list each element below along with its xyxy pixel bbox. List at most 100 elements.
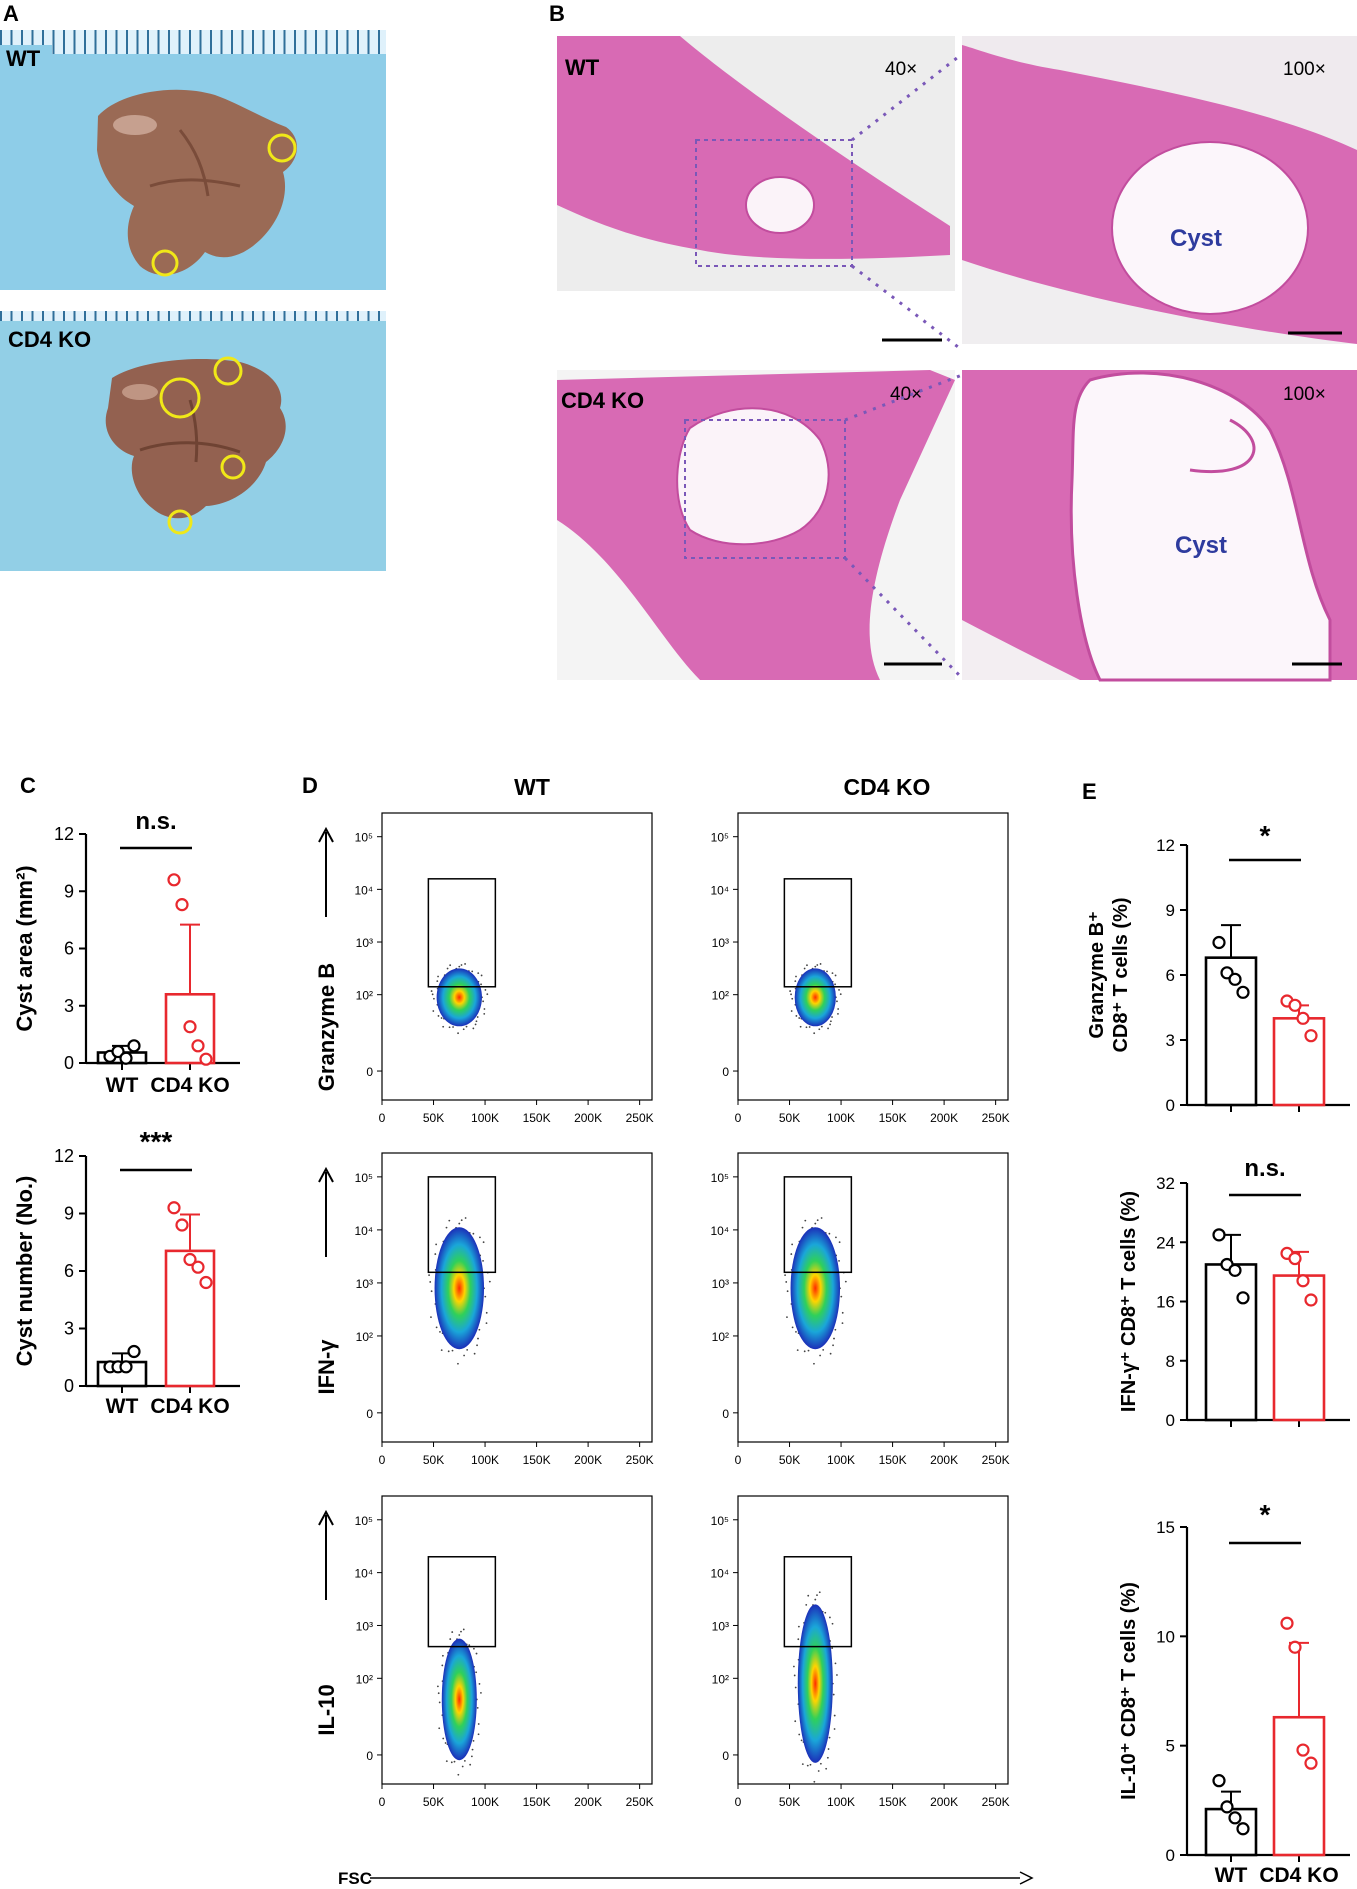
flow-x-tick-label: 0 (735, 1795, 742, 1809)
flow-event-dot (480, 974, 483, 977)
flow-event-dot (816, 1594, 818, 1597)
flow-event-dot (476, 1344, 478, 1347)
data-point (119, 1360, 133, 1374)
flow-event-dot (444, 1742, 447, 1744)
y-tick-label: 6 (64, 1261, 74, 1281)
significance-label: * (1260, 1499, 1271, 1530)
flow-event-dot (795, 1015, 798, 1017)
flow-event-dot (804, 1219, 807, 1222)
flow-event-dot (476, 1016, 479, 1018)
flow-event-dot (792, 1665, 795, 1668)
flow-event-dot (794, 980, 797, 982)
y-tick-label: 0 (64, 1376, 74, 1396)
flow-event-dot (472, 1027, 475, 1030)
flow-row-marker-arrowhead (318, 826, 334, 843)
flow-event-dot (451, 1631, 454, 1633)
data-point (1304, 1293, 1318, 1307)
panel-c-label: C (20, 773, 36, 798)
flow-event-dot (462, 1028, 465, 1031)
flow-x-tick-label: 200K (930, 1453, 958, 1467)
flow-event-dot (458, 1222, 461, 1225)
flow-event-dot (478, 1683, 481, 1685)
flow-event-dot (816, 964, 819, 966)
y-axis-label-line: Granzyme B⁺ (1086, 911, 1108, 1038)
flow-event-dot (838, 1260, 840, 1262)
flow-event-dot (794, 1686, 797, 1689)
significance-label: *** (140, 1126, 173, 1157)
flow-event-dot (440, 1349, 443, 1352)
flow-plot: 10⁵ 10⁴ 10³ 10² 0 0 50K 100K 150K 200K 250K (354, 1495, 654, 1809)
flow-plot: 10⁵ 10⁴ 10³ 10² 0 0 50K 100K 150K 200K 250K (354, 1152, 654, 1467)
bar (1272, 1274, 1326, 1422)
histo-cd4ko-40x: CD4 KO 40× (557, 370, 955, 680)
flow-event-dot (429, 1281, 432, 1283)
flow-population (790, 1227, 841, 1350)
cyst-marker-cd4ko-1 (159, 377, 201, 419)
flow-plot-frame (737, 812, 1009, 1101)
flow-event-dot (829, 1020, 832, 1023)
flow-event-dot (832, 1693, 835, 1696)
data-point (199, 1052, 213, 1066)
flow-event-dot (433, 997, 435, 1000)
y-axis-label: Cyst area (mm²) (12, 865, 37, 1031)
data-point (1304, 1029, 1318, 1043)
flow-event-dot (484, 1295, 487, 1298)
flow-x-tick-label: 0 (735, 1453, 742, 1467)
y-tick-label: 12 (54, 1146, 74, 1166)
flow-x-tick-label: 250K (982, 1111, 1010, 1125)
flow-x-tick-label: 50K (779, 1453, 800, 1467)
histo-wt-100x-background (962, 36, 1357, 150)
flow-event-dot (485, 1322, 488, 1325)
flow-y-tick-label: 10⁵ (355, 831, 373, 845)
flow-x-tick-label: 250K (626, 1795, 654, 1809)
flow-event-dot (461, 1765, 464, 1768)
flow-event-dot (449, 1638, 452, 1640)
y-tick-label: 9 (1166, 901, 1175, 920)
data-point (1296, 1011, 1310, 1025)
flow-x-tick-label: 250K (626, 1111, 654, 1125)
flow-x-tick-label: 100K (471, 1453, 499, 1467)
flow-event-dot (836, 1674, 838, 1676)
flow-event-dot (466, 1348, 469, 1351)
flow-y-tick-label: 10² (712, 989, 729, 1003)
flow-event-dot (790, 1010, 793, 1012)
flow-y-tick-label: 10³ (356, 1277, 373, 1291)
flow-y-tick-label: 10² (356, 1672, 373, 1686)
flow-event-dot (807, 1349, 810, 1352)
flow-event-dot (786, 1316, 788, 1319)
flow-y-tick-label: 10⁴ (354, 1224, 373, 1238)
flow-event-dot (435, 1326, 438, 1329)
flow-event-dot (458, 965, 461, 968)
histo-cd4ko-100x-background (962, 620, 1080, 680)
flow-event-dot (449, 964, 452, 967)
flow-x-tick-label: 150K (523, 1453, 551, 1467)
flow-row-marker-label: IL-10 (314, 1684, 339, 1735)
flow-event-dot (841, 1311, 844, 1314)
flow-event-dot (829, 1352, 832, 1355)
flow-event-dot (474, 1023, 477, 1026)
y-tick-label: 8 (1166, 1352, 1175, 1371)
flow-event-dot (480, 1691, 482, 1694)
flow-row-marker: IL-10 (314, 1509, 339, 1736)
histo-cd4ko-40x-zoom-box (684, 419, 846, 559)
flow-event-dot (844, 1280, 847, 1283)
flow-event-dot (476, 1706, 479, 1709)
y-tick-label: 3 (64, 996, 74, 1016)
flow-x-tick-label: 100K (827, 1111, 855, 1125)
flow-event-dot (477, 1733, 480, 1736)
data-point (1212, 935, 1226, 950)
flow-event-dot (477, 1723, 480, 1725)
flow-event-dot (797, 1638, 800, 1641)
cyst-marker-wt-2 (151, 249, 179, 277)
category-label: CD4 KO (1259, 1864, 1338, 1887)
flow-event-dot (806, 1764, 809, 1767)
photo-cd4ko: CD4 KO (0, 311, 386, 571)
flow-event-dot (798, 1017, 801, 1019)
liver-cd4ko-highlight (122, 384, 158, 400)
data-point (1236, 1291, 1250, 1305)
flow-event-dot (462, 1628, 465, 1631)
flow-event-dot (435, 1243, 438, 1246)
y-tick-label: 3 (1166, 1031, 1175, 1050)
flow-event-dot (791, 1243, 794, 1246)
